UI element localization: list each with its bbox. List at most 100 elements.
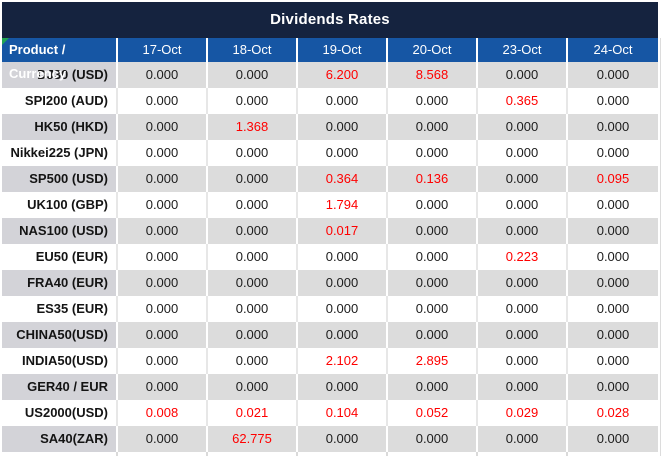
dividend-value[interactable]: 0.000 <box>298 114 388 140</box>
dividend-value[interactable]: 0.000 <box>118 296 208 322</box>
dividend-value[interactable]: 0.000 <box>478 140 568 166</box>
header-date[interactable]: 20-Oct <box>388 38 478 62</box>
dividend-value[interactable]: 0.104 <box>298 400 388 426</box>
dividend-value[interactable]: 0.000 <box>118 218 208 244</box>
dividend-value[interactable]: 0.000 <box>118 62 208 88</box>
dividend-value[interactable]: 0.223 <box>478 244 568 270</box>
product-label[interactable]: US2000(USD) <box>2 400 118 426</box>
dividend-value[interactable]: 0.000 <box>478 192 568 218</box>
product-label[interactable]: SA40(ZAR) <box>2 426 118 452</box>
dividend-value[interactable]: 0.000 <box>208 348 298 374</box>
dividend-value[interactable]: 0.000 <box>298 244 388 270</box>
dividend-value[interactable]: 0.000 <box>208 270 298 296</box>
dividend-value[interactable]: 0.000 <box>298 296 388 322</box>
dividend-value[interactable]: 0.000 <box>298 374 388 400</box>
dividend-value[interactable]: 0.000 <box>118 166 208 192</box>
dividend-value[interactable]: 0.095 <box>568 166 658 192</box>
dividend-value[interactable]: 0.000 <box>118 114 208 140</box>
dividend-value[interactable]: 0.000 <box>118 244 208 270</box>
dividend-value[interactable]: 0.000 <box>568 114 658 140</box>
dividend-value[interactable]: 0.000 <box>118 140 208 166</box>
dividend-value[interactable]: 0.000 <box>118 426 208 452</box>
dividend-value[interactable]: 0.000 <box>388 296 478 322</box>
product-label[interactable]: CHINA50(USD) <box>2 322 118 348</box>
dividend-value[interactable]: 0.000 <box>388 192 478 218</box>
dividend-value[interactable]: 0.000 <box>208 192 298 218</box>
dividend-value[interactable]: 0.000 <box>568 192 658 218</box>
product-label[interactable]: HK50 (HKD) <box>2 114 118 140</box>
dividend-value[interactable]: 0.000 <box>478 62 568 88</box>
dividend-value[interactable]: 0.000 <box>118 374 208 400</box>
dividend-value[interactable]: 0.000 <box>208 374 298 400</box>
header-date[interactable]: 23-Oct <box>478 38 568 62</box>
dividend-value[interactable]: 0.000 <box>208 62 298 88</box>
dividend-value[interactable]: 0.000 <box>388 114 478 140</box>
product-label[interactable]: Nikkei225 (JPN) <box>2 140 118 166</box>
dividend-value[interactable]: 0.000 <box>298 140 388 166</box>
dividend-value[interactable]: 0.017 <box>298 218 388 244</box>
dividend-value[interactable]: 0.029 <box>478 400 568 426</box>
dividend-value[interactable]: 0.000 <box>478 296 568 322</box>
dividend-value[interactable]: 0.000 <box>118 322 208 348</box>
header-date[interactable]: 18-Oct <box>208 38 298 62</box>
dividend-value[interactable]: 0.000 <box>388 88 478 114</box>
dividend-value[interactable]: 0.000 <box>478 426 568 452</box>
dividend-value[interactable]: 0.000 <box>568 88 658 114</box>
dividend-value[interactable]: 0.052 <box>388 400 478 426</box>
product-label[interactable]: GER40 / EUR <box>2 374 118 400</box>
dividend-value[interactable]: 0.000 <box>388 270 478 296</box>
product-label[interactable]: SP500 (USD) <box>2 166 118 192</box>
dividend-value[interactable]: 0.000 <box>478 166 568 192</box>
dividend-value[interactable]: 0.000 <box>478 322 568 348</box>
dividend-value[interactable]: 1.794 <box>298 192 388 218</box>
dividend-value[interactable]: 0.000 <box>118 270 208 296</box>
dividend-value[interactable]: 0.000 <box>298 426 388 452</box>
dividend-value[interactable]: 0.000 <box>388 426 478 452</box>
dividend-value[interactable]: 0.000 <box>388 244 478 270</box>
dividend-value[interactable]: 0.365 <box>478 88 568 114</box>
dividend-value[interactable]: 0.000 <box>568 62 658 88</box>
dividend-value[interactable]: 0.000 <box>388 374 478 400</box>
header-date[interactable]: 24-Oct <box>568 38 658 62</box>
header-date[interactable]: 19-Oct <box>298 38 388 62</box>
dividend-value[interactable]: 0.028 <box>568 400 658 426</box>
dividend-value[interactable]: 0.000 <box>478 348 568 374</box>
dividend-value[interactable]: 0.008 <box>118 400 208 426</box>
dividend-value[interactable]: 0.000 <box>298 88 388 114</box>
dividend-value[interactable]: 0.000 <box>208 166 298 192</box>
dividend-value[interactable]: 0.000 <box>568 244 658 270</box>
dividend-value[interactable]: 0.000 <box>568 296 658 322</box>
product-label[interactable]: INDIA50(USD) <box>2 348 118 374</box>
dividend-value[interactable]: 0.000 <box>388 322 478 348</box>
dividend-value[interactable]: 0.000 <box>118 192 208 218</box>
dividend-value[interactable]: 0.000 <box>208 322 298 348</box>
dividend-value[interactable]: 0.364 <box>298 166 388 192</box>
dividend-value[interactable]: 0.000 <box>478 270 568 296</box>
dividend-value[interactable]: 0.000 <box>388 218 478 244</box>
dividend-value[interactable]: 2.102 <box>298 348 388 374</box>
dividend-value[interactable]: 0.000 <box>568 218 658 244</box>
dividend-value[interactable]: 0.000 <box>298 322 388 348</box>
dividend-value[interactable]: 0.000 <box>208 140 298 166</box>
dividend-value[interactable]: 0.000 <box>478 374 568 400</box>
dividend-value[interactable]: 0.000 <box>118 88 208 114</box>
dividend-value[interactable]: 0.000 <box>118 348 208 374</box>
product-label[interactable]: FRA40 (EUR) <box>2 270 118 296</box>
dividend-value[interactable]: 0.000 <box>478 218 568 244</box>
dividend-value[interactable]: 1.368 <box>208 114 298 140</box>
dividend-value[interactable]: 0.000 <box>208 88 298 114</box>
dividend-value[interactable]: 0.000 <box>208 296 298 322</box>
dividend-value[interactable]: 0.000 <box>298 270 388 296</box>
product-label[interactable]: DJ30 (USD) <box>2 62 118 88</box>
dividend-value[interactable]: 62.775 <box>208 426 298 452</box>
dividend-value[interactable]: 0.000 <box>208 218 298 244</box>
dividend-value[interactable]: 0.000 <box>208 244 298 270</box>
product-label[interactable]: ES35 (EUR) <box>2 296 118 322</box>
header-date[interactable]: 17-Oct <box>118 38 208 62</box>
dividend-value[interactable]: 8.568 <box>388 62 478 88</box>
dividend-value[interactable]: 0.000 <box>568 322 658 348</box>
dividend-value[interactable]: 0.021 <box>208 400 298 426</box>
dividend-value[interactable]: 0.136 <box>388 166 478 192</box>
dividend-value[interactable]: 2.895 <box>388 348 478 374</box>
header-product-currency[interactable]: Product / Currency <box>2 38 118 81</box>
